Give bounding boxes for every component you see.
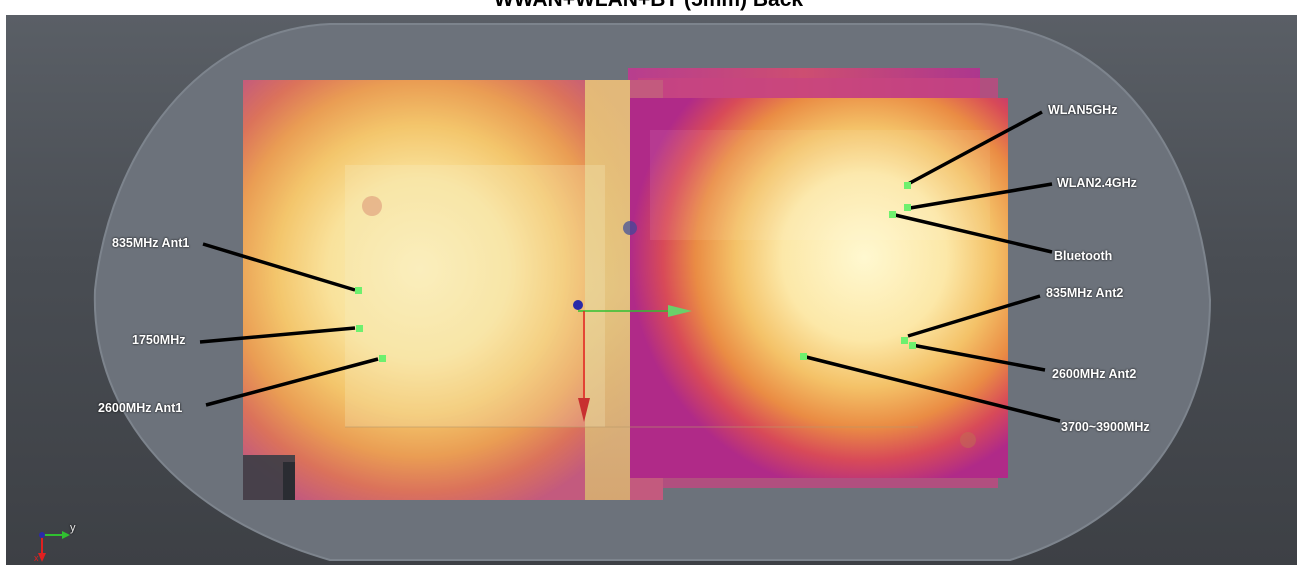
sar-heatmap-scene[interactable] xyxy=(6,15,1297,565)
marker-3700mhz xyxy=(800,353,807,360)
marker-2600mhz-ant2 xyxy=(909,342,916,349)
origin-point xyxy=(573,300,583,310)
marker-1750mhz xyxy=(356,325,363,332)
label-2600mhz-ant2: 2600MHz Ant2 xyxy=(1052,367,1137,381)
marker-wlan5ghz xyxy=(904,182,911,189)
label-1750mhz: 1750MHz xyxy=(132,333,186,347)
marker-bluetooth xyxy=(889,211,896,218)
middle-strip xyxy=(585,80,630,500)
label-bluetooth: Bluetooth xyxy=(1054,249,1113,263)
label-835mhz-ant2: 835MHz Ant2 xyxy=(1046,286,1124,300)
antenna-markers xyxy=(355,182,916,362)
label-2600mhz-ant1: 2600MHz Ant1 xyxy=(98,401,183,415)
triad-y-label: y xyxy=(70,522,76,534)
label-wlan5ghz: WLAN5GHz xyxy=(1048,103,1118,117)
label-835mhz-ant1: 835MHz Ant1 xyxy=(112,236,190,250)
marker-835mhz-ant1 xyxy=(355,287,362,294)
leader-lines xyxy=(199,110,1061,423)
marker-835mhz-ant2 xyxy=(901,337,908,344)
page-title: WWAN+WLAN+BT (5mm) Back xyxy=(0,0,1297,13)
3d-viewport[interactable] xyxy=(6,15,1297,565)
marker-wlan24ghz xyxy=(904,204,911,211)
label-3700-3900mhz: 3700~3900MHz xyxy=(1061,420,1150,434)
orientation-triad xyxy=(38,531,70,562)
axis-y-arrowhead xyxy=(668,305,692,317)
triad-x-label: x xyxy=(34,553,39,563)
label-wlan24ghz: WLAN2.4GHz xyxy=(1057,176,1137,190)
marker-2600mhz-ant1 xyxy=(379,355,386,362)
axis-x-arrowhead xyxy=(578,398,590,422)
heatmap-plane-right xyxy=(630,98,1008,478)
